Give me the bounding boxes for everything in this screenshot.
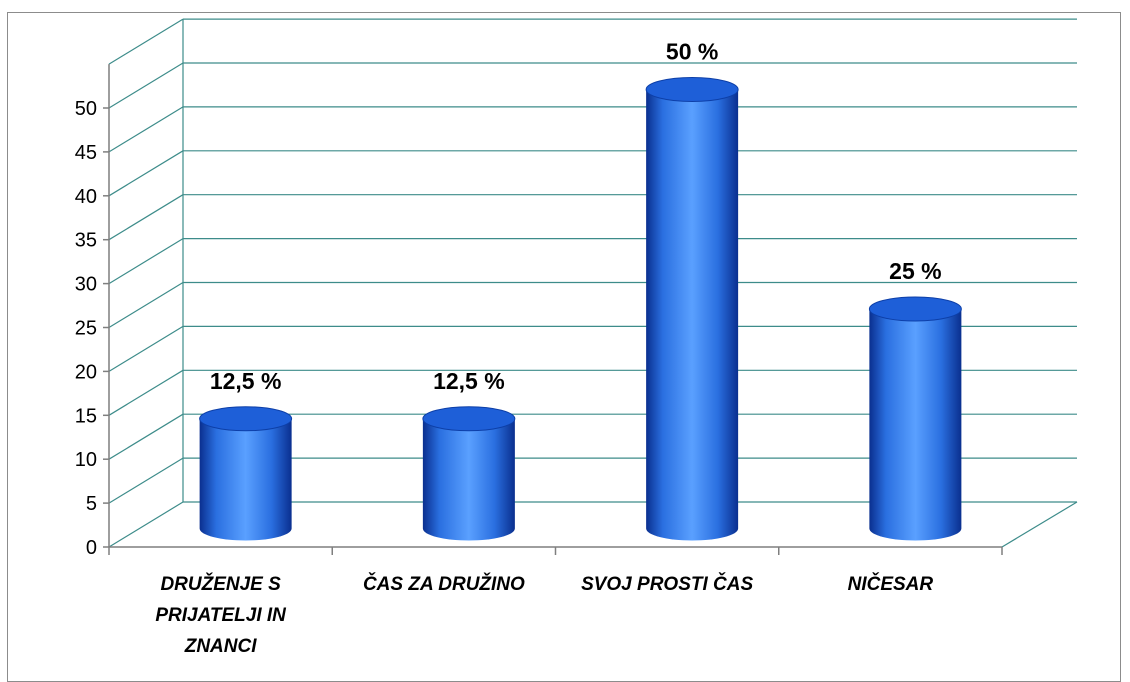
y-tick-label: 35 xyxy=(75,230,97,252)
gridline-side xyxy=(108,501,184,548)
bar xyxy=(645,77,739,541)
y-tick-label: 0 xyxy=(86,537,97,559)
gridline-side xyxy=(108,150,184,197)
x-category-label: DRUŽENJE S PRIJATELJI IN ZNANCI xyxy=(155,573,287,657)
bar-top xyxy=(199,406,293,432)
bar xyxy=(868,296,962,541)
gridline-side xyxy=(108,369,184,416)
bar-body xyxy=(199,418,292,541)
x-category-label: ČAS ZA DRUŽINO xyxy=(363,573,525,595)
data-label: 25 % xyxy=(889,258,941,284)
data-label: 12,5 % xyxy=(433,368,505,394)
bar xyxy=(422,406,516,541)
bar-body xyxy=(869,309,962,541)
y-tick-label: 10 xyxy=(75,449,97,471)
y-tick-label: 50 xyxy=(75,98,97,120)
y-tick-label: 20 xyxy=(75,361,97,383)
axis-layer xyxy=(103,64,1003,555)
gridline-side xyxy=(108,62,184,109)
y-tick-label: 45 xyxy=(75,142,97,164)
floor-right-edge xyxy=(1001,501,1078,548)
y-tick-label: 30 xyxy=(75,274,97,296)
bar-body xyxy=(646,89,739,541)
y-tick-label: 25 xyxy=(75,318,97,340)
gridline-side xyxy=(108,194,184,241)
gridline-side xyxy=(108,106,184,153)
x-category-label: NIČESAR xyxy=(848,573,934,595)
gridline-side xyxy=(108,18,184,65)
gridline-side xyxy=(108,457,184,504)
gridline-side xyxy=(108,325,184,372)
bar-top xyxy=(645,77,739,102)
bar xyxy=(199,406,293,541)
gridline-side xyxy=(108,413,184,460)
bar-top xyxy=(422,406,516,432)
y-tick-label: 15 xyxy=(75,405,97,427)
gridline-side xyxy=(108,238,184,285)
gridline-side xyxy=(108,281,184,329)
label-layer: 0 5 10 15 20 25 30 35 40 45 50 12,5 % 12,5 % 50 % 25 %… xyxy=(75,39,942,658)
y-tick-label: 5 xyxy=(86,493,97,515)
data-label: 12,5 % xyxy=(210,368,282,394)
data-label: 50 % xyxy=(666,39,718,65)
bar-body xyxy=(422,418,515,541)
y-tick-label: 40 xyxy=(75,186,97,208)
bar-layer xyxy=(199,77,962,541)
x-category-label: SVOJ PROSTI ČAS xyxy=(581,573,753,595)
bar-top xyxy=(868,296,962,322)
